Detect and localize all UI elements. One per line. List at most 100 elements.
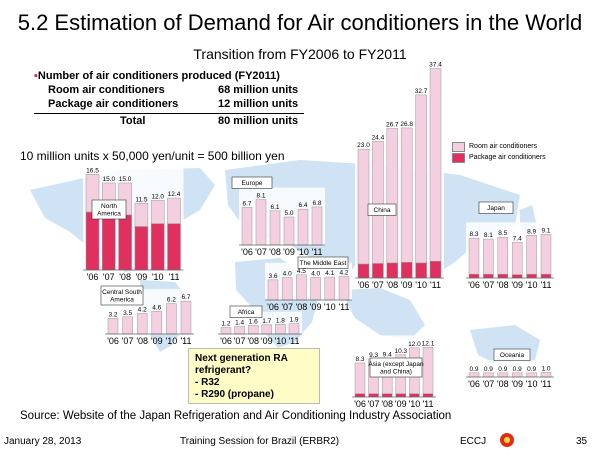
note-line: Next generation RA — [195, 353, 288, 364]
bar-package — [483, 273, 494, 279]
bar-package — [526, 273, 537, 279]
tick-label: '11 — [430, 280, 441, 290]
bar-room — [150, 200, 165, 224]
tick-label: '07 — [103, 272, 115, 282]
tick-label: '09 — [283, 247, 295, 257]
tick-label: '11 — [540, 379, 551, 389]
bar-room — [241, 207, 253, 246]
tick-label: '06 — [220, 336, 232, 346]
bar-package — [540, 273, 552, 279]
tick-label: '06 — [87, 272, 99, 282]
bar-room — [255, 199, 267, 246]
bar-room — [288, 323, 300, 335]
page-subtitle: Transition from FY2006 to FY2011 — [193, 46, 407, 62]
tick-label: '06 — [267, 302, 279, 312]
tick-label: '06 — [107, 336, 119, 346]
tick-label: '08 — [497, 379, 509, 389]
tick-label: '09 — [261, 336, 273, 346]
data-label: 3.2 — [108, 311, 117, 318]
production-row-label: Room air conditioners — [48, 84, 165, 96]
bar-room — [261, 324, 273, 335]
data-label: 1.8 — [276, 317, 285, 324]
tick-label: '10 — [526, 379, 538, 389]
bar-package — [415, 262, 427, 279]
region-label-box — [229, 305, 263, 318]
chart-background — [265, 262, 352, 300]
tick-label: '09 — [511, 280, 523, 290]
bar-package — [400, 262, 413, 279]
tick-label: '08 — [269, 247, 281, 257]
data-label: 0.9 — [527, 366, 536, 373]
production-heading: ▪Number of air conditioners produced (FY… — [34, 70, 304, 84]
bar-room — [107, 318, 119, 335]
data-label: 32.7 — [415, 88, 428, 95]
data-label: 8.3 — [469, 231, 478, 238]
data-label: 9.3 — [369, 352, 378, 359]
chart-background — [466, 222, 554, 278]
region-label: Africa — [238, 309, 255, 316]
bar-room — [122, 316, 133, 335]
region-label: and China) — [380, 369, 412, 376]
tick-label: '07 — [255, 247, 267, 257]
footer-org: ECCJ — [460, 436, 487, 447]
bar-room — [267, 279, 279, 301]
tick-label: '09 — [511, 379, 523, 389]
bar-room — [296, 274, 307, 301]
data-label: 6.7 — [181, 294, 190, 301]
region-label-box — [369, 357, 423, 378]
bar-package — [150, 223, 165, 271]
bar-package — [468, 273, 480, 279]
region-label-box — [297, 256, 349, 269]
bar-room — [338, 276, 350, 301]
region-label: China — [374, 207, 391, 214]
data-label: 6.7 — [242, 200, 251, 207]
data-label: 24.4 — [372, 134, 385, 141]
tick-label: '11 — [168, 272, 179, 282]
data-label: 6.2 — [167, 297, 176, 304]
value-calculation: 10 million units x 50,000 yen/unit = 500… — [20, 149, 285, 163]
production-row-total: Total 80 million units — [34, 115, 304, 129]
tick-label: '09 — [401, 280, 413, 290]
region-label-box — [231, 176, 273, 189]
bar-room — [151, 311, 163, 335]
data-label: 12.0 — [151, 193, 164, 200]
source-citation: Source: Website of the Japan Refrigerati… — [20, 410, 452, 422]
chart-africa: 1.2 '06 1.4 '07 1.6 '08 1.7 '09 1.8 '10 1.9 '11 Afri… — [218, 305, 302, 346]
production-divider — [34, 113, 304, 114]
production-row-value: 68 million units — [218, 84, 299, 96]
bar-package — [409, 393, 420, 398]
data-label: 8.5 — [498, 230, 507, 237]
legend-item-room: Room air conditioners — [452, 141, 546, 152]
region-label-box — [91, 199, 127, 220]
production-row-value: 12 million units — [218, 98, 299, 110]
data-label: 6.1 — [270, 204, 279, 211]
data-label: 12.1 — [422, 340, 435, 347]
bar-package — [85, 211, 100, 271]
tick-label: '06 — [468, 280, 480, 290]
bar-room — [136, 313, 148, 335]
bar-room — [386, 128, 399, 264]
bar-package — [167, 223, 181, 271]
refrigerant-note: Next generation RA refrigerant? - R32 - … — [188, 348, 320, 404]
eccj-logo-icon — [500, 433, 514, 447]
bar-room — [497, 372, 509, 378]
tick-label: '11 — [422, 399, 433, 409]
tick-label: '06 — [468, 379, 480, 389]
bar-room — [220, 327, 232, 335]
data-label: 9.1 — [541, 227, 550, 234]
chart-background — [355, 56, 444, 279]
bar-room — [247, 325, 259, 335]
bar-room — [540, 234, 552, 275]
chart-central-south-america: 3.2 '06 3.5 '07 4.2 '08 4.6 '09 6.2 '10 6.7 '11 Cent… — [100, 285, 194, 346]
bar-room — [180, 300, 192, 335]
bar-room — [311, 206, 323, 246]
bar-package — [497, 273, 509, 279]
tick-label: '07 — [234, 336, 246, 346]
data-label: 9.4 — [383, 351, 392, 358]
bar-room — [269, 210, 281, 246]
region-label-box — [493, 348, 531, 361]
chart-china: 23.0 '06 24.4 '07 26.7 '08 26.8 '09 32.7 '10 37.4 '… — [355, 56, 444, 290]
bar-room — [511, 242, 523, 275]
data-label: 4.5 — [297, 268, 306, 275]
bar-charts: 16.5 '06 15.0 '07 15.0 '08 11.5 '09 12.0 '10 12.4 '… — [83, 56, 554, 409]
